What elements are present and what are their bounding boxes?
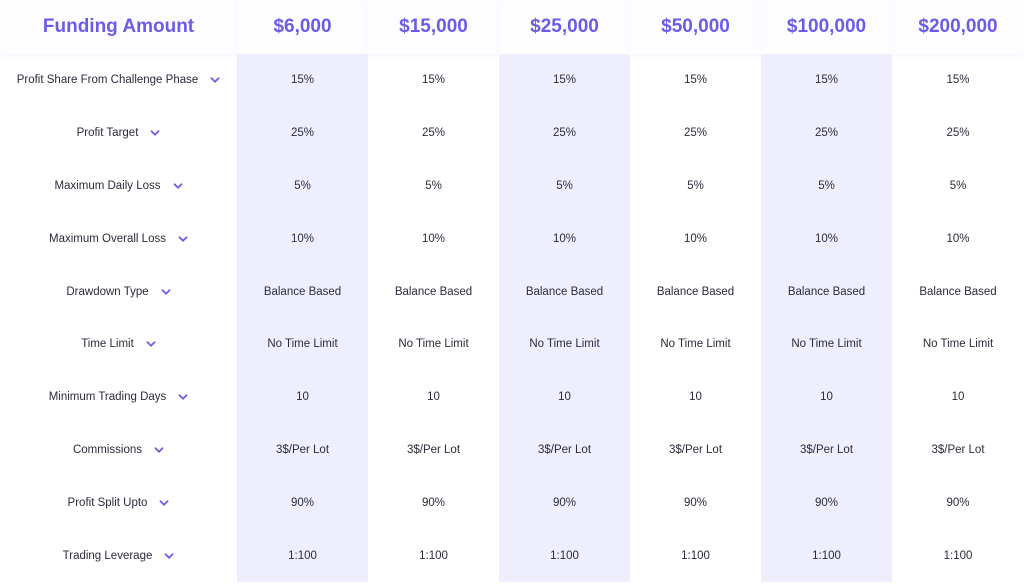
table-cell: 10%	[237, 212, 368, 266]
table-cell: 1:100	[499, 529, 630, 582]
table-cell: No Time Limit	[761, 317, 892, 371]
plan-15000-header: $15,000	[368, 0, 499, 54]
row-label-toggle[interactable]: Drawdown Type	[0, 265, 237, 318]
chevron-down-icon[interactable]	[159, 498, 169, 508]
chevron-down-icon[interactable]	[164, 551, 174, 561]
table-cell: Balance Based	[237, 265, 368, 318]
table-cell: 10	[427, 391, 440, 404]
table-cell: No Time Limit	[237, 317, 368, 371]
table-cell: 1:100	[237, 529, 368, 582]
row-label-text: Maximum Overall Loss	[49, 232, 166, 245]
table-cell: No Time Limit	[398, 338, 469, 351]
chevron-down-icon[interactable]	[178, 234, 188, 244]
table-cell: 90%	[946, 496, 970, 509]
chevron-down-icon[interactable]	[146, 339, 156, 349]
row-label-toggle[interactable]: Trading Leverage	[0, 529, 237, 582]
table-cell: 5%	[761, 159, 892, 213]
chevron-down-icon[interactable]	[173, 181, 183, 191]
row-label-text: Profit Split Upto	[67, 496, 148, 509]
table-cell: 25%	[683, 127, 708, 140]
table-cell: 10	[499, 370, 630, 424]
row-label-toggle[interactable]: Commissions	[0, 424, 237, 477]
table-cell: 5%	[949, 179, 967, 192]
table-cell: 25%	[237, 106, 368, 160]
chevron-down-icon[interactable]	[178, 392, 188, 402]
table-cell: No Time Limit	[660, 338, 731, 351]
plan-25000-header: $25,000	[499, 0, 630, 54]
table-cell: 90%	[421, 496, 446, 509]
plan-100000-header: $100,000	[761, 0, 892, 54]
row-label-toggle[interactable]: Profit Share From Challenge Phase	[0, 54, 237, 107]
table-cell: 1:100	[943, 549, 973, 562]
row-label-toggle[interactable]: Profit Target	[0, 107, 237, 160]
row-label-text: Drawdown Type	[66, 285, 149, 298]
row-label-text: Commissions	[72, 443, 142, 456]
funding-amount-title: Funding Amount	[0, 0, 237, 54]
chevron-down-icon[interactable]	[210, 75, 220, 85]
row-label-text: Trading Leverage	[62, 549, 153, 562]
table-cell: 15%	[683, 74, 708, 87]
table-cell: 10%	[946, 232, 970, 245]
table-cell: 25%	[761, 106, 892, 160]
table-cell: No Time Limit	[922, 338, 994, 351]
table-cell: 3$/Per Lot	[237, 423, 368, 477]
plan-50000-header: $50,000	[630, 0, 761, 54]
table-cell: 10%	[499, 212, 630, 266]
table-cell: 1:100	[761, 529, 892, 582]
row-label-toggle[interactable]: Maximum Overall Loss	[0, 212, 237, 265]
table-cell: 3$/Per Lot	[499, 423, 630, 477]
chevron-down-icon[interactable]	[161, 287, 171, 297]
table-cell: 15%	[946, 74, 970, 87]
row-label-text: Maximum Daily Loss	[54, 179, 161, 192]
table-cell: 90%	[683, 496, 708, 509]
table-cell: 15%	[421, 74, 446, 87]
row-label-toggle[interactable]: Time Limit	[0, 318, 237, 371]
table-cell: Balance Based	[761, 265, 892, 318]
table-cell: 15%	[499, 54, 630, 107]
table-cell: 5%	[425, 179, 442, 192]
row-label-text: Profit Share From Challenge Phase	[16, 74, 199, 87]
plan-6000-header: $6,000	[237, 0, 368, 54]
table-cell: Balance Based	[656, 285, 735, 298]
chevron-down-icon[interactable]	[150, 128, 160, 138]
table-cell: 15%	[761, 54, 892, 107]
table-cell: 3$/Per Lot	[406, 443, 461, 456]
table-cell: 10	[951, 391, 965, 404]
table-cell: Balance Based	[919, 285, 997, 298]
table-cell: Balance Based	[394, 285, 473, 298]
row-label-text: Profit Target	[76, 127, 139, 140]
table-cell: 3$/Per Lot	[668, 443, 723, 456]
table-cell: 25%	[421, 127, 446, 140]
table-cell: 15%	[237, 54, 368, 107]
table-cell: 10%	[761, 212, 892, 266]
table-cell: 10	[237, 370, 368, 424]
table-cell: No Time Limit	[499, 317, 630, 371]
row-label-toggle[interactable]: Maximum Daily Loss	[0, 160, 237, 213]
chevron-down-icon[interactable]	[154, 445, 164, 455]
row-label-text: Minimum Trading Days	[48, 391, 167, 404]
plan-200000-header: $200,000	[892, 0, 1024, 54]
table-cell: 3$/Per Lot	[761, 423, 892, 477]
table-cell: 1:100	[419, 549, 448, 562]
table-cell: 10	[761, 370, 892, 424]
table-cell: 1:100	[681, 549, 710, 562]
row-label-toggle[interactable]: Minimum Trading Days	[0, 371, 237, 424]
row-label-toggle[interactable]: Profit Split Upto	[0, 476, 237, 529]
row-label-text: Time Limit	[81, 338, 134, 351]
table-cell: 90%	[761, 476, 892, 530]
table-cell: 5%	[687, 179, 704, 192]
table-cell: 5%	[237, 159, 368, 213]
table-cell: 5%	[499, 159, 630, 213]
table-cell: 90%	[237, 476, 368, 530]
table-cell: 90%	[499, 476, 630, 530]
table-cell: 25%	[946, 127, 970, 140]
table-cell: 3$/Per Lot	[931, 443, 985, 456]
table-cell: Balance Based	[499, 265, 630, 318]
table-cell: 10%	[421, 232, 446, 245]
table-cell: 10	[689, 391, 702, 404]
table-cell: 10%	[683, 232, 708, 245]
table-cell: 25%	[499, 106, 630, 160]
